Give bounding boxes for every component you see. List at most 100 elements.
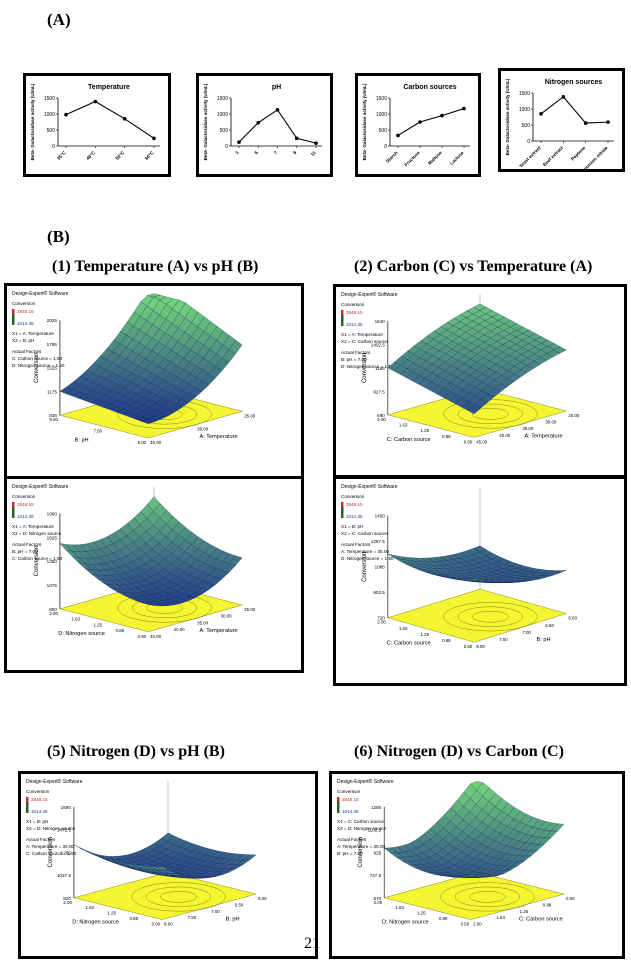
x-tick-label: Yeast extract [518, 145, 542, 169]
y-tick-label: 1000 [376, 112, 387, 118]
x1-factor: X1 = B: pH [341, 524, 363, 529]
y-tick-label: 0 [225, 144, 228, 150]
y-tick-label: 1500 [217, 96, 228, 102]
x-tick-label: 1.63 [71, 617, 80, 622]
chart-panel-carbon: Carbon sources Beta- Galactosidase activi… [355, 73, 481, 177]
legend-bar-high [26, 797, 29, 802]
x2-factor: X2 = C: Carbon source [341, 339, 388, 344]
legend-high: 2848.15 [346, 502, 363, 507]
y-tick-label: 0.50 [566, 896, 575, 901]
z-tick-label: 1795 [47, 342, 58, 347]
x1-factor: X1 = C: Carbon source [337, 819, 384, 824]
software-label: Design-Expert® Software [26, 778, 83, 785]
y-tick-label: 0.88 [543, 902, 552, 907]
y-tick-label: 25.00 [568, 413, 580, 418]
chart-panel-ph: pH Beta- Galactosidase activity (U/mL) 0 50… [196, 73, 333, 177]
actual-factors-label: Actual Factors [337, 837, 367, 842]
legend-low: 1014.36 [17, 514, 34, 519]
legend-low: 1014.36 [342, 809, 359, 814]
y-tick-label: 1500 [44, 96, 55, 102]
x-axis-label: D: Nitrogen source [382, 920, 429, 926]
base-plane [386, 588, 568, 643]
surface-cell [141, 418, 156, 424]
contour-line [469, 891, 506, 903]
section-a-label: (A) [47, 10, 71, 29]
legend-low: 1014.36 [346, 322, 363, 327]
legend-bar-high [337, 797, 340, 802]
x-tick-label: 2.00 [63, 900, 72, 905]
x-axis-label: B: pH [75, 437, 89, 443]
legend-bar-high [12, 502, 15, 507]
chart-title: Nitrogen sources [545, 79, 603, 86]
legend-low: 1014.36 [17, 321, 34, 326]
x-tick-label: 0.88 [442, 638, 451, 643]
legend-bar [341, 310, 344, 326]
y-tick-label: 7.50 [188, 915, 197, 920]
contour-line [457, 403, 523, 424]
x-tick-label: 0.50 [461, 922, 470, 927]
y-tick-label: 25.00 [244, 413, 256, 418]
y-tick-label: 2.00 [473, 922, 482, 927]
y-tick-label: 500 [379, 128, 388, 134]
y-tick-label: 45.00 [150, 634, 162, 639]
legend-low: 1014.36 [31, 809, 48, 814]
legend-high: 2848.15 [17, 502, 34, 507]
x1-factor: X1 = A: Temperature [12, 331, 54, 336]
z-tick-label: 1267.5 [371, 539, 385, 544]
legend-bar [341, 502, 344, 518]
base-plane [72, 872, 258, 920]
page-number: 21 [304, 935, 320, 952]
actual-factor-1: A: Temperature = 35.00 [26, 844, 74, 849]
z-tick-label: 1450 [375, 514, 386, 519]
software-label: Design-Expert® Software [337, 778, 394, 785]
x-tick-label: 6.00 [138, 440, 147, 445]
data-point [314, 141, 318, 145]
data-point [440, 113, 444, 118]
actual-factor-2: D: Nitrogen source = 1.50 [12, 363, 65, 368]
y-tick-label: 6.00 [258, 896, 267, 901]
y-tick-label: 25.00 [244, 607, 256, 612]
actual-factors-label: Actual Factors [12, 542, 42, 547]
z-tick-label: 925 [374, 850, 382, 855]
x-tick-label: 9 [292, 150, 298, 156]
y-tick-label: 500 [47, 128, 56, 134]
z-tick-label: 927.5 [373, 389, 385, 394]
legend-bar-high [12, 309, 15, 314]
x1-factor: X1 = A: Temperature [12, 524, 54, 529]
y-axis-label: B: pH [226, 916, 240, 922]
y-tick-label: 6.00 [568, 616, 577, 621]
y-tick-label: 1000 [217, 112, 228, 118]
y-tick-label: 0 [527, 139, 530, 145]
legend-low: 1014.36 [346, 514, 363, 519]
data-point [606, 120, 610, 124]
surface-plot-3: Design-Expert® Software Conversion 2848.15… [12, 483, 256, 639]
data-point [93, 99, 98, 104]
contour-line [145, 886, 212, 907]
y-tick-label: 1000 [44, 112, 55, 118]
z-tick-label: 1625 [47, 535, 58, 540]
surface-plot-6: Design-Expert® Software Conversion 2848.15… [337, 778, 575, 927]
surface-cell [155, 866, 169, 871]
surface-cell [467, 404, 482, 415]
x-tick-label: 0.50 [152, 922, 161, 927]
x-tick-label: 0.88 [130, 916, 139, 921]
y-axis-label: Beta- Galactosidase activity (U/mL) [203, 83, 208, 160]
contour-line [457, 606, 523, 627]
surface-plot-4: Design-Expert® Software Conversion 2848.15… [341, 483, 578, 649]
actual-factor-1: B: pH = 7.00 [341, 357, 367, 362]
legend-high: 2848.15 [342, 797, 359, 802]
x-tick-label: 0.50 [464, 439, 473, 444]
x1-factor: X1 = B: pH [26, 819, 48, 824]
base-plane [383, 872, 565, 920]
data-point [64, 112, 68, 117]
contour-line [160, 891, 197, 903]
y-tick-label: 30.00 [221, 614, 233, 619]
y-axis-label: C: Carbon source [519, 916, 563, 922]
x-tick-label: 0.50 [464, 644, 473, 649]
chart-temperature: Temperature Beta- Galactosidase activity … [30, 83, 160, 161]
z-tick-label: 570 [374, 896, 382, 901]
y-tick-label: 500 [220, 128, 229, 134]
x-tick-label: 0.88 [442, 434, 451, 439]
actual-factors-label: Actual Factors [26, 837, 56, 842]
z-axis-label: Conversion [362, 552, 368, 582]
